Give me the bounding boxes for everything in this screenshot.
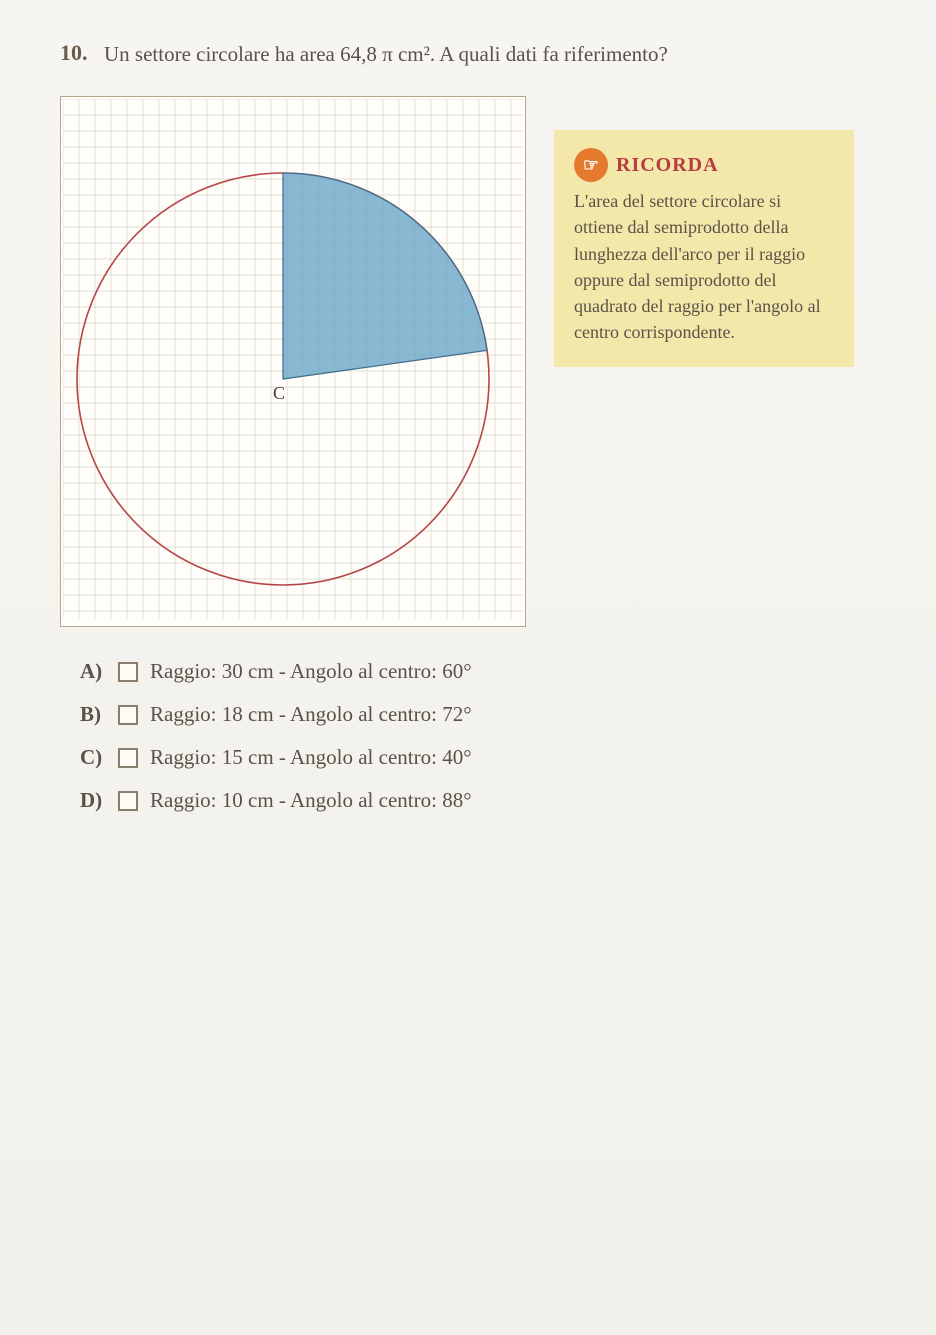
checkbox-icon[interactable] [118, 662, 138, 682]
option-b[interactable]: B) Raggio: 18 cm - Angolo al centro: 72° [80, 702, 900, 727]
ricorda-box: ☞ RICORDA L'area del settore circolare s… [554, 130, 854, 367]
option-c[interactable]: C) Raggio: 15 cm - Angolo al centro: 40° [80, 745, 900, 770]
ricorda-body: L'area del settore circolare si ottiene … [574, 188, 834, 345]
option-letter: B) [80, 702, 106, 727]
option-a[interactable]: A) Raggio: 30 cm - Angolo al centro: 60° [80, 659, 900, 684]
checkbox-icon[interactable] [118, 748, 138, 768]
question-text: Un settore circolare ha area 64,8 π cm².… [104, 40, 668, 68]
checkbox-icon[interactable] [118, 705, 138, 725]
ricorda-header: ☞ RICORDA [574, 148, 834, 182]
content-row: C ☞ RICORDA L'area del settore circolare… [60, 96, 900, 627]
option-d[interactable]: D) Raggio: 10 cm - Angolo al centro: 88° [80, 788, 900, 813]
figure-column: C [60, 96, 526, 627]
option-text: Raggio: 18 cm - Angolo al centro: 72° [150, 702, 900, 727]
option-letter: A) [80, 659, 106, 684]
checkbox-icon[interactable] [118, 791, 138, 811]
option-text: Raggio: 30 cm - Angolo al centro: 60° [150, 659, 900, 684]
option-letter: D) [80, 788, 106, 813]
question-row: 10. Un settore circolare ha area 64,8 π … [60, 40, 900, 68]
hand-icon: ☞ [574, 148, 608, 182]
svg-text:C: C [273, 383, 285, 403]
icon-glyph: ☞ [583, 155, 599, 176]
page: 10. Un settore circolare ha area 64,8 π … [0, 0, 936, 1335]
option-text: Raggio: 15 cm - Angolo al centro: 40° [150, 745, 900, 770]
figure-frame: C [60, 96, 526, 627]
option-letter: C) [80, 745, 106, 770]
option-text: Raggio: 10 cm - Angolo al centro: 88° [150, 788, 900, 813]
question-number: 10. [60, 40, 96, 66]
options-list: A) Raggio: 30 cm - Angolo al centro: 60°… [60, 659, 900, 813]
ricorda-title: RICORDA [616, 154, 719, 177]
side-column: ☞ RICORDA L'area del settore circolare s… [554, 96, 900, 367]
sector-diagram: C [63, 99, 523, 619]
